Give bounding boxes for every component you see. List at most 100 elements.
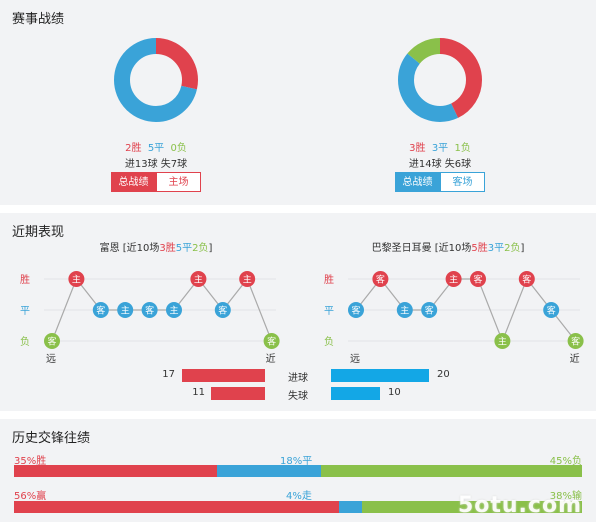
right-form-draws: 3平: [487, 243, 505, 254]
recent-panel: 近期表现 富恩 [近10场3胜5平2负] 巴黎圣日耳曼 [近10场5胜3平2负]…: [0, 213, 596, 411]
right-goals-for-bar: [331, 369, 429, 382]
left-form-point: [214, 302, 231, 318]
left-goals-for-bar: [181, 369, 265, 382]
history-row1-draw-label: 18%平: [280, 456, 313, 467]
right-donut-loss: [398, 38, 482, 122]
right-row-label: 胜: [324, 274, 334, 286]
section-title-history: 历史交锋往绩: [12, 431, 91, 446]
history-row1-loss-label: 45%负: [549, 456, 582, 467]
right-far-label: 远: [350, 353, 360, 365]
right-venue-label: 客: [376, 274, 385, 286]
left-venue-label: 客: [47, 336, 56, 348]
right-venue-label: 客: [571, 336, 580, 348]
left-goals-against-value: 11: [192, 387, 205, 398]
right-form-losses: 2负: [504, 243, 521, 254]
left-form-point: [92, 302, 109, 318]
left-far-label: 远: [46, 353, 56, 365]
record-panel: 赛事战绩 2胜 5平 0负 进13球 失7球 总战绩 主场 3胜 3平 1负 进…: [0, 0, 596, 205]
right-goals-line: 进14球 失6球: [408, 159, 472, 170]
left-tab-home[interactable]: 主场: [156, 172, 201, 192]
left-venue-label: 客: [267, 336, 276, 348]
right-form-point: [348, 302, 364, 318]
left-team-name: 富恩: [99, 243, 120, 254]
left-venue-label: 主: [72, 274, 81, 286]
goals-for-label: 进球: [288, 373, 308, 384]
left-venue-label: 主: [194, 274, 203, 286]
left-wdl-line: 2胜 5平 0负: [96, 139, 216, 154]
right-form-point: [372, 271, 389, 287]
right-near-label: 近: [570, 352, 580, 365]
right-form-prefix: [近10场: [431, 243, 472, 254]
history-row2-win-bar: [14, 501, 339, 513]
right-form-title: 巴黎圣日耳曼 [近10场5胜3平2负]: [318, 239, 578, 254]
left-form-point: [117, 302, 134, 318]
right-venue-label: 主: [400, 305, 409, 317]
left-row-label: 负: [20, 335, 30, 348]
left-losses: 0负: [170, 143, 187, 154]
left-draws: 5平: [147, 143, 165, 154]
left-form-wins: 3胜: [159, 243, 176, 254]
left-near-label: 近: [266, 352, 276, 365]
section-title-recent: 近期表现: [12, 225, 65, 240]
right-wins: 3胜: [409, 143, 426, 154]
left-form-title: 富恩 [近10场3胜5平2负]: [26, 239, 286, 254]
history-row2-win-label: 56%赢: [14, 491, 47, 502]
right-goals-for-value: 20: [437, 369, 450, 380]
left-form-point: [141, 302, 158, 318]
right-venue-label: 客: [547, 305, 556, 317]
right-team-name: 巴黎圣日耳曼: [371, 243, 432, 254]
history-row2-loss-label: 38%输: [549, 491, 582, 502]
left-venue-label: 客: [96, 305, 105, 317]
right-venue-label: 客: [351, 305, 360, 317]
left-form-point: [190, 271, 207, 287]
left-row-label: 胜: [20, 274, 30, 286]
left-form-point: [44, 333, 60, 349]
left-form-point: [166, 302, 182, 318]
left-goals-for-value: 17: [162, 369, 175, 380]
left-venue-label: 主: [169, 305, 178, 317]
right-form-point: [421, 302, 438, 318]
right-venue-label: 主: [498, 336, 507, 348]
right-losses: 1负: [454, 143, 471, 154]
left-tab-total[interactable]: 总战绩: [111, 172, 156, 192]
right-venue-label: 客: [473, 274, 482, 286]
history-row1-win-label: 35%胜: [14, 456, 47, 467]
history-row2-loss-bar: [361, 501, 582, 513]
goals-against-label: 失球: [288, 391, 308, 402]
right-row-label: 负: [324, 335, 334, 348]
right-form-point: [567, 333, 584, 349]
right-tab-total[interactable]: 总战绩: [395, 172, 440, 192]
left-donut-draw: [114, 38, 198, 122]
right-goals-against-bar: [331, 387, 380, 400]
left-venue-label: 主: [243, 274, 252, 286]
right-form-suffix: ]: [520, 243, 525, 254]
left-form-losses: 2负: [192, 243, 209, 254]
left-form-point: [239, 271, 256, 287]
history-row1-draw-bar: [216, 465, 322, 477]
right-record-donut: [398, 38, 482, 122]
right-wdl-line: 3胜 3平 1负: [380, 139, 500, 154]
history-row1-loss-bar: [321, 465, 582, 477]
right-donut-draw: [398, 38, 482, 122]
right-form-point: [470, 271, 486, 287]
left-form-line: [51, 277, 273, 342]
left-form-prefix: [近10场: [119, 243, 160, 254]
right-tab-away[interactable]: 客场: [440, 172, 485, 192]
site-watermark: 5otu.com: [457, 493, 582, 518]
right-row-label: 平: [324, 306, 334, 317]
right-form-point: [543, 302, 560, 318]
left-goals-line: 进13球 失7球: [124, 159, 188, 170]
right-goals-against-value: 10: [388, 387, 401, 398]
right-form-point: [396, 302, 413, 318]
left-wins: 2胜: [125, 143, 142, 154]
left-record-donut: [114, 38, 198, 122]
right-venue-label: 客: [522, 274, 531, 286]
history-row2-draw-bar: [338, 501, 362, 513]
right-venue-label: 主: [449, 274, 458, 286]
left-form-chart: 胜平负 客主客主客主主客主客远近: [20, 271, 280, 365]
right-form-point: [518, 271, 535, 287]
left-venue-label: 主: [121, 305, 130, 317]
left-venue-label: 客: [145, 305, 154, 317]
history-row2-draw-label: 4%走: [286, 491, 312, 502]
right-form-chart: 胜平负客客主 客主 客主客客客远近: [324, 271, 584, 365]
